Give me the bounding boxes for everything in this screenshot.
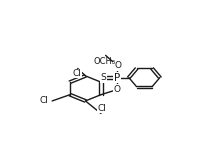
Text: OCH₃: OCH₃: [94, 57, 116, 66]
Text: O: O: [114, 61, 121, 70]
Text: Cl: Cl: [72, 69, 81, 78]
Text: O: O: [114, 85, 121, 94]
Text: S: S: [100, 73, 106, 82]
Text: Cl: Cl: [39, 96, 48, 106]
Text: P: P: [114, 73, 120, 83]
Text: Cl: Cl: [97, 104, 106, 113]
